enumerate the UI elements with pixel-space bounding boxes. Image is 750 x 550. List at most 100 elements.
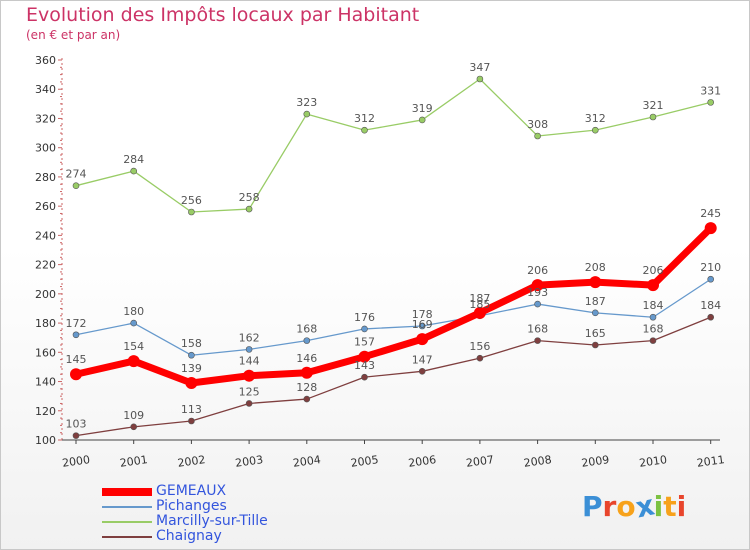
data-label-chaignay: 165 xyxy=(585,327,606,340)
data-label-marcilly-sur-tille: 323 xyxy=(296,96,317,109)
y-tick-label: 180 xyxy=(35,317,56,330)
data-label-chaignay: 168 xyxy=(643,323,664,336)
data-point-chaignay xyxy=(303,395,311,403)
logo-letter: t xyxy=(663,490,677,523)
x-tick-label: 2005 xyxy=(350,453,380,470)
data-label-marcilly-sur-tille: 319 xyxy=(412,102,433,115)
data-point-marcilly-sur-tille xyxy=(418,116,426,124)
series-line-gemeaux xyxy=(72,224,715,387)
data-point-pichanges xyxy=(245,346,253,353)
legend-swatch-gemeaux xyxy=(102,487,152,496)
series-line-pichanges xyxy=(75,278,712,356)
data-point-gemeaux xyxy=(531,279,544,292)
data-label-chaignay: 147 xyxy=(412,353,433,366)
data-point-pichanges xyxy=(188,351,195,359)
x-tick-label: 2011 xyxy=(696,453,726,470)
data-label-marcilly-sur-tille: 312 xyxy=(354,112,375,125)
y-tick-label: 120 xyxy=(35,405,56,418)
data-label-pichanges: 178 xyxy=(412,308,433,321)
data-label-pichanges: 210 xyxy=(700,261,721,274)
data-point-pichanges xyxy=(361,325,368,333)
data-label-pichanges: 193 xyxy=(527,286,548,299)
data-label-gemeaux: 146 xyxy=(296,352,317,365)
data-point-gemeaux xyxy=(589,276,602,289)
x-tick-label: 2003 xyxy=(234,453,264,470)
data-point-chaignay xyxy=(649,337,657,344)
x-tick-label: 2009 xyxy=(581,453,611,470)
data-point-chaignay xyxy=(591,341,599,349)
x-tick-label: 2008 xyxy=(523,453,553,470)
logo-letter: i xyxy=(676,490,687,523)
data-point-marcilly-sur-tille xyxy=(188,208,195,216)
legend-label-chaignay: Chaignay xyxy=(156,528,222,544)
data-point-chaignay xyxy=(476,354,484,362)
logo-letter: P xyxy=(582,490,603,523)
data-label-marcilly-sur-tille: 347 xyxy=(469,61,490,74)
data-point-marcilly-sur-tille xyxy=(476,75,484,83)
data-label-gemeaux: 139 xyxy=(181,362,202,375)
chart-legend: GEMEAUX Pichanges Marcilly-sur-Tille Chaign… xyxy=(102,484,268,544)
data-point-gemeaux xyxy=(647,279,659,292)
chart-axes: 100 120 140 160 180 200 220 240 260 280 300 320 340 3… xyxy=(35,54,726,470)
legend-item-chaignay: Chaignay xyxy=(102,529,268,544)
proxiti-logo: Proxiti xyxy=(582,488,687,524)
data-label-gemeaux: 206 xyxy=(643,264,664,277)
y-tick-label: 160 xyxy=(35,346,56,359)
data-point-gemeaux xyxy=(358,350,371,363)
data-point-gemeaux xyxy=(416,333,429,346)
data-point-pichanges xyxy=(130,319,137,327)
data-point-chaignay xyxy=(72,432,80,439)
data-label-gemeaux: 144 xyxy=(239,355,260,368)
series-layer xyxy=(70,75,717,439)
data-point-chaignay xyxy=(707,313,715,321)
legend-swatch-pichanges xyxy=(102,505,152,508)
data-point-pichanges xyxy=(72,331,80,339)
data-point-pichanges xyxy=(649,313,657,321)
legend-label-gemeaux: GEMEAUX xyxy=(156,483,227,499)
legend-item-marcilly-sur-tille: Marcilly-sur-Tille xyxy=(102,514,268,529)
data-label-gemeaux: 206 xyxy=(527,264,548,277)
data-label-chaignay: 156 xyxy=(469,340,490,353)
legend-item-pichanges: Pichanges xyxy=(102,499,268,514)
chart-subtitle: (en € et par an) xyxy=(26,28,121,42)
x-tick-label: 2004 xyxy=(292,453,322,470)
data-label-marcilly-sur-tille: 284 xyxy=(123,153,144,166)
data-point-gemeaux xyxy=(300,366,313,379)
series-line-marcilly-sur-tille xyxy=(75,78,712,213)
legend-label-pichanges: Pichanges xyxy=(156,498,227,514)
data-label-marcilly-sur-tille: 321 xyxy=(643,99,664,112)
data-point-chaignay xyxy=(188,417,195,425)
data-point-gemeaux xyxy=(127,355,140,368)
data-label-chaignay: 128 xyxy=(296,381,317,394)
chart-title: Evolution des Impôts locaux par Habitant xyxy=(26,4,420,26)
data-label-gemeaux: 154 xyxy=(123,340,144,353)
data-label-marcilly-sur-tille: 312 xyxy=(585,112,606,125)
data-label-marcilly-sur-tille: 258 xyxy=(239,191,260,204)
legend-label-marcilly-sur-tille: Marcilly-sur-Tille xyxy=(156,513,268,529)
x-tick-label: 2010 xyxy=(638,453,668,470)
data-point-gemeaux xyxy=(185,377,198,389)
data-point-marcilly-sur-tille xyxy=(361,126,368,134)
y-tick-label: 240 xyxy=(35,229,56,242)
x-tick-label: 2001 xyxy=(119,453,149,470)
x-tick-label: 2000 xyxy=(61,453,91,470)
data-label-pichanges: 162 xyxy=(239,331,260,344)
y-tick-label: 140 xyxy=(35,376,56,389)
data-label-gemeaux: 145 xyxy=(66,353,87,366)
data-label-gemeaux: 169 xyxy=(412,318,433,331)
data-point-gemeaux xyxy=(243,369,256,382)
data-label-chaignay: 103 xyxy=(66,418,87,431)
data-label-marcilly-sur-tille: 274 xyxy=(66,168,87,181)
data-label-pichanges: 158 xyxy=(181,337,202,350)
series-line-chaignay xyxy=(75,316,712,437)
data-point-marcilly-sur-tille xyxy=(649,113,657,121)
data-point-chaignay xyxy=(361,373,368,381)
y-tick-label: 100 xyxy=(35,434,56,447)
legend-item-gemeaux: GEMEAUX xyxy=(102,484,268,499)
data-label-pichanges: 168 xyxy=(296,323,317,336)
y-tick-label: 200 xyxy=(35,288,56,301)
data-point-marcilly-sur-tille xyxy=(130,167,137,175)
data-label-pichanges: 180 xyxy=(123,305,144,318)
data-label-chaignay: 109 xyxy=(123,409,144,422)
